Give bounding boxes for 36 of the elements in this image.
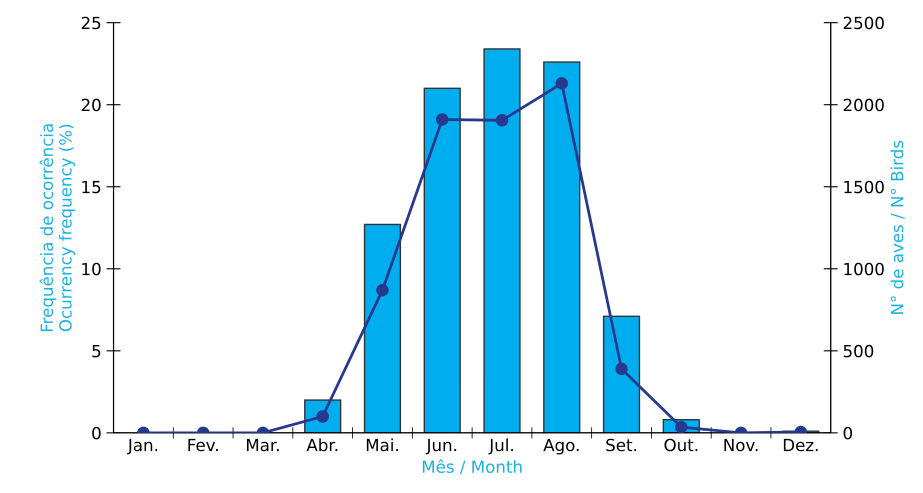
x-tick-label: Mai. bbox=[366, 438, 398, 452]
y-tick-label: 25 bbox=[82, 16, 100, 30]
y2-tick-label: 500 bbox=[844, 344, 874, 358]
x-tick-label: Ago. bbox=[543, 438, 579, 455]
x-tick-label: Nov. bbox=[724, 438, 758, 452]
x-tick-label: Fev. bbox=[188, 438, 218, 452]
bar bbox=[364, 224, 402, 433]
x-tick-label: Out. bbox=[664, 438, 698, 452]
x-tick-label: Dez. bbox=[784, 438, 818, 452]
x-tick-label: Set. bbox=[606, 438, 636, 452]
y2-tick-label: 2500 bbox=[844, 16, 884, 30]
bar bbox=[602, 316, 640, 433]
x-tick-label: Mar. bbox=[246, 438, 279, 452]
point bbox=[496, 114, 508, 127]
x-tick-label: Jul. bbox=[488, 438, 513, 454]
point bbox=[376, 284, 389, 296]
bar bbox=[424, 88, 461, 433]
y2-tick-label: 0 bbox=[844, 426, 852, 440]
y2-tick-label: 2000 bbox=[844, 98, 884, 112]
y-tick-label: 15 bbox=[82, 180, 100, 194]
bar bbox=[543, 61, 580, 433]
point bbox=[436, 113, 448, 126]
y2-tick-label: 1000 bbox=[844, 262, 884, 276]
y-tick-label: 5 bbox=[92, 345, 100, 358]
y-tick-label: 10 bbox=[82, 262, 101, 276]
x-tick-label: Jun. bbox=[426, 438, 456, 454]
x-tick-label: Jan. bbox=[127, 438, 158, 454]
y-axis-title: Frequência de ocorrência Ocurrency frequency (%) bbox=[40, 124, 75, 332]
y2-axis-title: N° de aves / N° Birds bbox=[890, 140, 905, 314]
bar bbox=[483, 48, 521, 433]
y-tick-label: 0 bbox=[92, 426, 101, 440]
x-axis-title: Mês / Month bbox=[422, 459, 522, 474]
point bbox=[556, 77, 568, 90]
y2-tick-label: 1500 bbox=[844, 180, 884, 194]
y-tick-label: 20 bbox=[82, 98, 101, 112]
x-tick-label: Abr. bbox=[306, 438, 338, 452]
